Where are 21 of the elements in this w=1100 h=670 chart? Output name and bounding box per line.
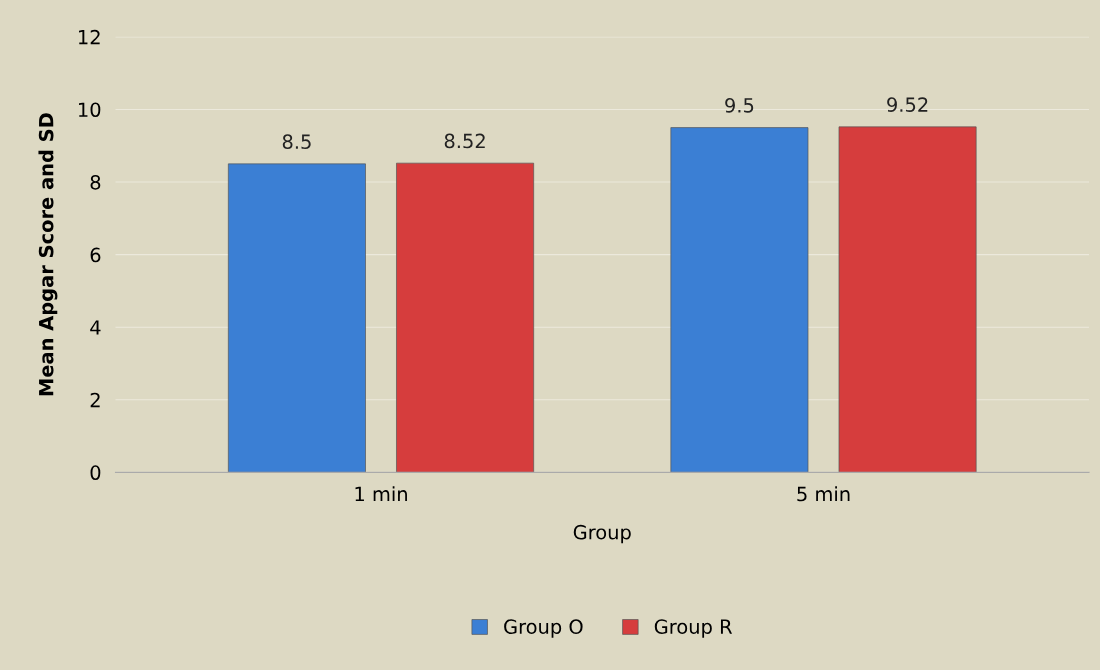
bar: [227, 163, 366, 473]
y-tick-label: 2: [90, 392, 100, 408]
legend-label: Group O: [504, 619, 583, 638]
data-label: 8.5: [282, 134, 311, 149]
bar: [396, 162, 535, 473]
y-tick-label: 4: [90, 320, 101, 335]
y-axis-title: Mean Apgar Score and SD: [38, 113, 58, 396]
bar: [838, 126, 977, 473]
y-tick-label: 12: [79, 29, 100, 45]
data-label: 9.52: [887, 97, 928, 112]
y-tick-label: 0: [90, 465, 101, 481]
bar: [670, 127, 809, 473]
data-label: 8.52: [444, 133, 485, 149]
x-tick-label: 5 min: [797, 486, 850, 502]
y-tick-label: 6: [90, 247, 101, 263]
legend-label: Group R: [654, 619, 733, 638]
y-tick-label: 8: [90, 174, 101, 190]
x-tick-label: 1 min: [355, 486, 407, 502]
x-axis-title: Group: [573, 524, 631, 544]
data-label: 9.5: [725, 97, 754, 113]
y-tick-label: 10: [79, 102, 101, 118]
